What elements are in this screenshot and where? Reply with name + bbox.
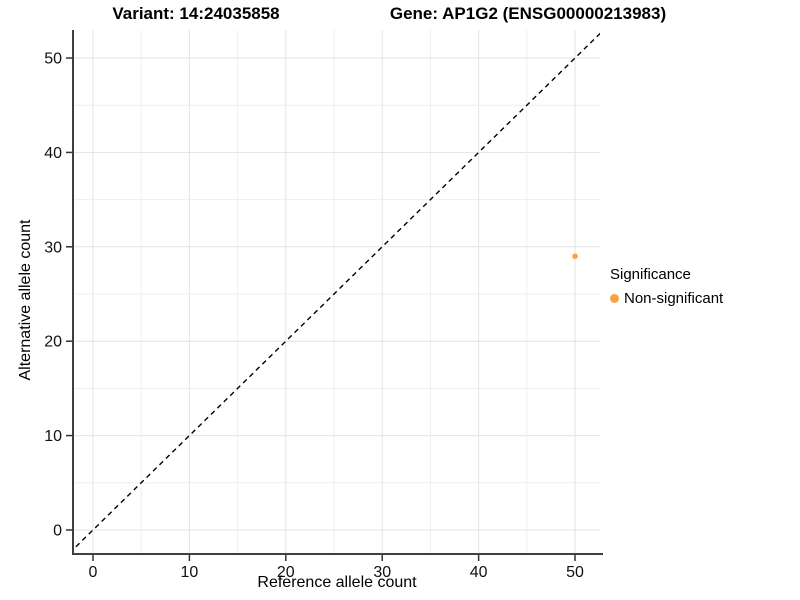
y-tick-label: 50	[44, 51, 62, 68]
x-tick-label: 20	[277, 564, 295, 581]
x-tick-label: 40	[470, 564, 488, 581]
y-axis-title: Alternative allele count	[17, 219, 34, 381]
gridlines	[74, 30, 600, 553]
legend-entry-label: Non-significant	[624, 290, 724, 307]
y-tick-label: 0	[53, 522, 62, 539]
legend-point-icon	[610, 294, 619, 303]
identity-reference-line	[74, 32, 600, 550]
variant-title: Variant: 14:24035858	[112, 4, 280, 23]
x-tick-label: 50	[566, 564, 584, 581]
x-tick-label: 30	[373, 564, 391, 581]
x-tick-label: 0	[89, 564, 98, 581]
x-axis-title: Reference allele count	[257, 574, 417, 591]
legend-entry: Non-significant	[610, 290, 723, 307]
y-tick-label: 40	[44, 145, 62, 162]
gene-title: Gene: AP1G2 (ENSG00000213983)	[389, 4, 667, 23]
y-tick-label: 10	[44, 428, 62, 445]
legend: Significance Non-significant	[610, 266, 723, 307]
x-tick-label: 10	[181, 564, 199, 581]
y-tick-label: 20	[44, 334, 62, 351]
legend-title: Significance	[610, 266, 691, 283]
data-point	[572, 253, 578, 260]
y-tick-label: 30	[44, 239, 62, 256]
